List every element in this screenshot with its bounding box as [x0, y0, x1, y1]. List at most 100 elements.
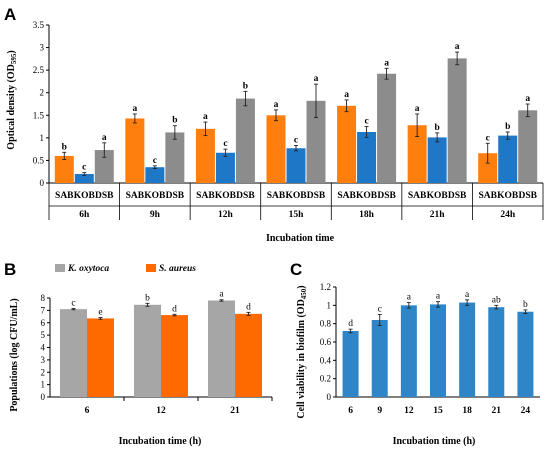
panel-b-y-tick-label: 5	[41, 330, 46, 340]
panel-c-significance-letter: d	[348, 319, 353, 329]
panel-a-bar-sab	[337, 105, 357, 183]
panel-c-x-tick-label: 9	[377, 406, 382, 416]
panel-b-letter: B	[4, 260, 16, 279]
panel-a-bar-type-label: DSB	[95, 191, 114, 201]
panel-a-bars	[54, 51, 538, 183]
panel-a-significance-letter: a	[415, 104, 420, 114]
panel-a-bar-type-label: KOB	[427, 191, 449, 201]
panel-a-significance-letter: b	[505, 122, 510, 132]
panel-a-bar-type-label: SAB	[55, 191, 74, 201]
panel-a-significance-letter: a	[525, 94, 530, 104]
panel-a-bar-kob	[498, 135, 518, 183]
panel-c-x-tick-label: 24	[521, 406, 531, 416]
panel-b-y-tick-label: 7	[41, 305, 46, 315]
panel-a-y-tick-label: 0	[40, 178, 45, 188]
panel-a-bar-sab	[266, 115, 286, 183]
panel-a-bar-sab	[125, 118, 145, 183]
panel-c-bar	[400, 305, 417, 397]
panel-c-bar	[342, 331, 359, 397]
panel-a-bar-type-label: DSB	[236, 191, 255, 201]
panel-a-y-tick-label: 3	[40, 43, 45, 53]
panel-b-significance-letter: d	[246, 302, 251, 312]
panel-b-bars: c e b d a d	[60, 290, 262, 397]
panel-a-significance-letter: c	[223, 139, 227, 149]
panel-a-bar-type-label: DSB	[518, 191, 537, 201]
panel-c-significance-letter: a	[465, 290, 470, 300]
panel-b-significance-letter: d	[172, 304, 177, 314]
panel-a-letter: A	[4, 5, 16, 24]
panel-a-bar-dsb	[447, 58, 467, 183]
panel-a-bar-kob	[145, 167, 165, 183]
panel-a-bar-dsb	[94, 150, 114, 183]
panel-b-y-axis-title: Populations (log CFU/mL)	[9, 298, 20, 411]
panel-a-bar-dsb	[518, 110, 538, 183]
panel-a-labels: b SAB c KOB a DSB 6h a SAB c KOB b DSB 9h a SAB c KOB b DSB…	[55, 42, 538, 220]
panel-a-bar-type-label: KOB	[497, 191, 519, 201]
panel-c-y-tick-label: 1.2	[320, 282, 331, 292]
panel-b-y-tick-label: 2	[41, 367, 46, 377]
panel-a-bar-dsb	[377, 73, 397, 183]
panel-b-bar-s-aureus	[235, 313, 262, 397]
panel-a-bar-kob	[74, 173, 94, 183]
panel-a-bar-kob	[215, 152, 235, 183]
panel-a-bar-type-label: KOB	[144, 191, 166, 201]
panel-a-significance-letter: c	[294, 136, 298, 146]
panel-a-bar-type-label: SAB	[126, 191, 145, 201]
panel-a-significance-letter: a	[455, 42, 460, 52]
panel-a-bar-dsb	[165, 132, 185, 183]
panel-a-significance-letter: c	[486, 133, 490, 143]
panel-a-y-tick-label: 0.5	[33, 155, 45, 165]
panel-c-y-tick-label: 0.4	[320, 355, 332, 365]
panel-a-group-label: 15h	[289, 210, 305, 220]
panel-a-bar-dsb	[235, 98, 255, 183]
panel-a-significance-letter: a	[203, 112, 208, 122]
panel-b-bar-k-oxytoca	[60, 309, 87, 397]
panel-a-bar-kob	[286, 148, 306, 183]
panel-a-group-label: 24h	[500, 210, 516, 220]
panel-b-bar-k-oxytoca	[208, 300, 235, 397]
panel-c-y-tick-label: 1	[327, 300, 332, 310]
panel-b-y-tick-label: 3	[41, 355, 46, 365]
panel-a-bar-kob	[357, 131, 377, 183]
panel-a-significance-letter: a	[274, 100, 279, 110]
panel-a-significance-letter: b	[434, 123, 439, 133]
panel-a-y-tick-label: 1	[40, 133, 45, 143]
panel-a-y-tick-label: 1.5	[33, 110, 45, 120]
legend-swatch-s-aureus	[146, 264, 156, 272]
panel-c-x-tick-label: 15	[433, 406, 443, 416]
panel-c-bar	[459, 302, 476, 397]
panel-a-group-label: 6h	[79, 210, 90, 220]
panel-b-significance-letter: a	[219, 290, 224, 300]
panel-a-significance-letter: a	[102, 133, 107, 143]
panel-b-legend: K. oxytoca S. aureus	[55, 264, 196, 274]
panel-a-bar-dsb	[306, 100, 326, 183]
panel-a-y-tick-label: 2.5	[33, 65, 45, 75]
panel-a-bar-type-label: SAB	[196, 191, 215, 201]
panel-a-bar-type-label: SAB	[337, 191, 356, 201]
panel-c-x-tick-label: 18	[462, 406, 472, 416]
panel-a-group-label: 21h	[430, 210, 446, 220]
panel-a-bar-sab	[195, 128, 215, 183]
panel-a-significance-letter: a	[132, 104, 137, 114]
panel-c-significance-letter: c	[378, 305, 382, 315]
panel-a-bar-type-label: KOB	[215, 191, 237, 201]
panel-c-chart: 0 0.2 0.4 0.6 0.8 1 1.2 6 9 12 15 18 21 24 d c a a a ab b C…	[296, 282, 540, 447]
panel-a-bar-type-label: SAB	[408, 191, 427, 201]
panel-a-group-label: 12h	[218, 210, 234, 220]
panel-a-x-axis-title: Incubation time	[266, 233, 335, 244]
panel-c-x-tick-label: 12	[404, 406, 414, 416]
panel-c-y-axis-title: Cell viability in biofilm (OD450)	[296, 285, 308, 418]
panel-a-bar-type-label: SAB	[267, 191, 286, 201]
panel-a-bar-type-label: DSB	[377, 191, 396, 201]
panel-a-significance-letter: a	[384, 58, 389, 68]
panel-a-bar-sab	[54, 155, 74, 183]
panel-b-x-tick-label: 21	[230, 406, 240, 416]
panel-a-y-axis-title: Optical density (OD595)	[6, 50, 18, 149]
panel-a-group-label: 9h	[150, 210, 161, 220]
panel-c-y-tick-label: 0	[327, 392, 332, 402]
panel-a-bar-type-label: DSB	[307, 191, 326, 201]
panel-a-y-tick-label: 3.5	[33, 20, 45, 30]
panel-b-x-tick-label: 6	[85, 406, 90, 416]
